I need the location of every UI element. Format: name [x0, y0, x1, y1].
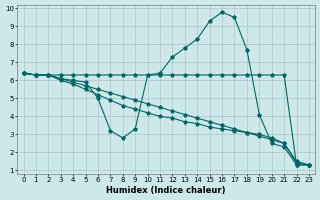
X-axis label: Humidex (Indice chaleur): Humidex (Indice chaleur)	[107, 186, 226, 195]
